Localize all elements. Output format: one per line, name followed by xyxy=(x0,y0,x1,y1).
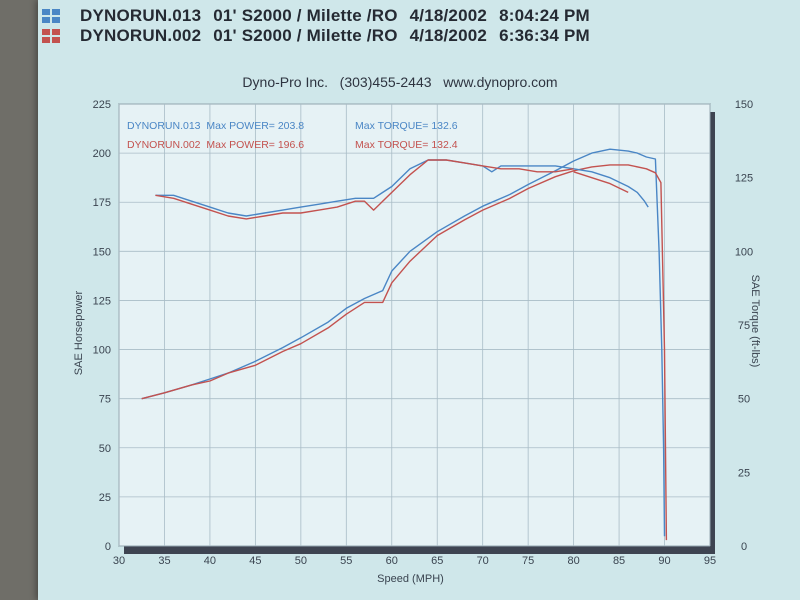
x-tick-label: 95 xyxy=(704,555,716,567)
y-left-tick-label: 225 xyxy=(93,99,111,111)
x-tick-label: 75 xyxy=(522,555,534,567)
series-line-dynorun-002-power xyxy=(141,164,668,541)
y-left-tick-label: 50 xyxy=(99,443,111,455)
x-tick-label: 30 xyxy=(113,555,125,567)
series-line-dynorun-013-power xyxy=(141,148,666,537)
y-left-tick-label: 25 xyxy=(99,492,111,504)
x-tick-label: 85 xyxy=(613,555,625,567)
annotation-0: DYNORUN.013 Max POWER= 203.8 xyxy=(127,120,304,132)
run-002-time: 6:36:34 PM xyxy=(499,26,590,45)
y-left-tick-label: 100 xyxy=(93,345,111,357)
run-013-color-swatch xyxy=(42,9,60,23)
y-left-tick-label: 125 xyxy=(93,295,111,307)
y-right-tick-label: 50 xyxy=(738,394,750,406)
run-002-date: 4/18/2002 xyxy=(409,26,488,45)
run-002-vehicle: 01' S2000 / Milette /RO xyxy=(213,26,398,45)
run-002-name: DYNORUN.002 xyxy=(80,26,202,45)
x-tick-label: 50 xyxy=(295,555,307,567)
run-header-013: DYNORUN.013 01' S2000 / Milette /RO 4/18… xyxy=(42,5,602,27)
annotation-2: DYNORUN.002 Max POWER= 196.6 xyxy=(127,139,304,151)
annotations: DYNORUN.013 Max POWER= 203.8 Max TORQUE= … xyxy=(127,120,458,151)
y-left-tick-label: 175 xyxy=(93,197,111,209)
run-013-name: DYNORUN.013 xyxy=(80,6,202,25)
y-left-tick-label: 0 xyxy=(105,541,111,553)
x-tick-label: 80 xyxy=(567,555,579,567)
y-axis-left-label: SAE Horsepower xyxy=(73,290,85,375)
x-tick-label: 55 xyxy=(340,555,352,567)
x-axis-label: Speed (MPH) xyxy=(377,573,444,585)
run-013-time: 8:04:24 PM xyxy=(499,6,590,25)
x-tick-label: 90 xyxy=(658,555,670,567)
y-left-tick-label: 75 xyxy=(99,394,111,406)
annotation-1: Max TORQUE= 132.6 xyxy=(355,120,458,132)
y-axis-right-label: SAE Torque (ft-lbs) xyxy=(749,275,761,368)
x-tick-label: 45 xyxy=(249,555,261,567)
y-right-tick-label: 75 xyxy=(738,320,750,332)
series-lines xyxy=(141,148,668,541)
run-header-002: DYNORUN.002 01' S2000 / Milette /RO 4/18… xyxy=(42,25,602,47)
axis-ticks: 30 35 40 45 50 55 60 65 70 75 80 85 90 95 0 25 50 75 100 12… xyxy=(93,99,754,567)
y-right-tick-label: 150 xyxy=(735,99,753,111)
x-tick-label: 60 xyxy=(386,555,398,567)
y-left-tick-label: 150 xyxy=(93,246,111,258)
run-002-color-swatch xyxy=(42,29,60,43)
y-right-tick-label: 25 xyxy=(738,467,750,479)
x-tick-label: 40 xyxy=(204,555,216,567)
x-tick-label: 65 xyxy=(431,555,443,567)
run-013-vehicle: 01' S2000 / Milette /RO xyxy=(213,6,398,25)
y-left-tick-label: 200 xyxy=(93,148,111,160)
grid-lines xyxy=(118,103,711,547)
x-tick-label: 35 xyxy=(158,555,170,567)
annotation-3: Max TORQUE= 132.4 xyxy=(355,139,458,151)
company-info: Dyno-Pro Inc. (303)455-2443 www.dynopro.… xyxy=(242,74,558,90)
y-right-tick-label: 100 xyxy=(735,246,753,258)
y-right-tick-label: 0 xyxy=(741,541,747,553)
series-line-dynorun-002-torque xyxy=(573,171,629,194)
y-right-tick-label: 125 xyxy=(735,173,753,185)
series-line-dynorun-002-torque xyxy=(155,159,574,220)
x-tick-label: 70 xyxy=(477,555,489,567)
run-013-date: 4/18/2002 xyxy=(409,6,488,25)
